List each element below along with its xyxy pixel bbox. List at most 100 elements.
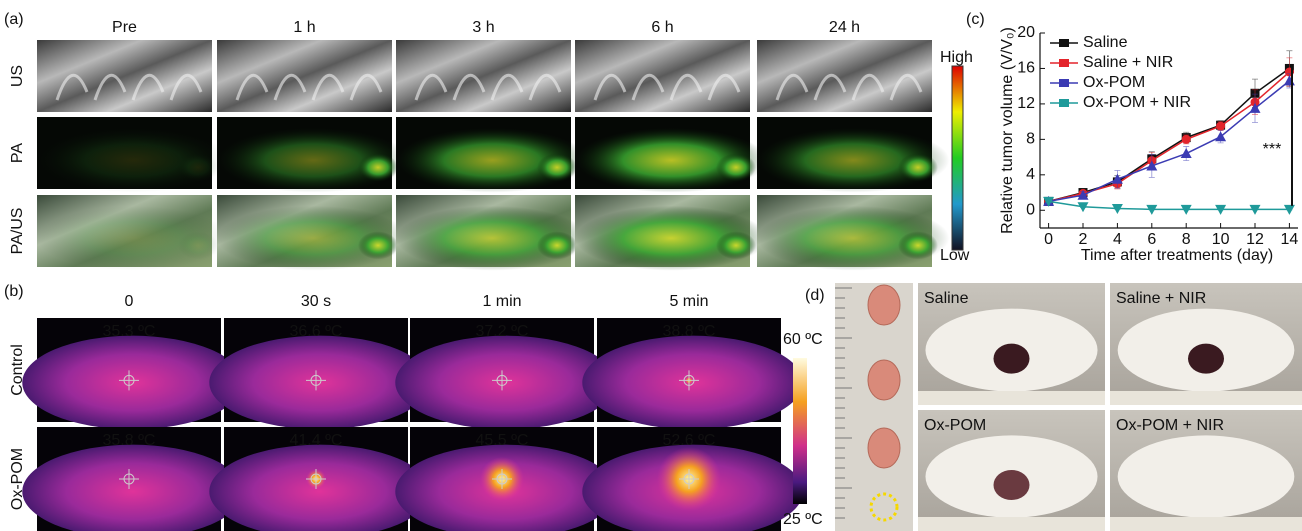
series-line <box>1048 80 1290 203</box>
marker <box>1215 131 1227 142</box>
legend-label: Saline <box>1083 34 1128 51</box>
column-header: 1 h <box>293 19 315 36</box>
marker <box>1249 102 1261 113</box>
pa-signal <box>217 127 410 193</box>
us-texture <box>775 73 809 101</box>
row-label: PA <box>9 143 26 163</box>
panel-label: (b) <box>4 283 24 300</box>
temperature: 52.6 ºC <box>663 432 716 449</box>
thermal-body <box>209 335 431 430</box>
us-texture <box>528 73 562 101</box>
pa-signal <box>716 153 756 182</box>
column-header: 6 h <box>651 19 673 36</box>
x-tick-label: 2 <box>1079 231 1088 248</box>
x-tick-label: 12 <box>1246 231 1264 248</box>
us-texture <box>311 73 345 101</box>
panel-label: (d) <box>805 287 825 304</box>
legend-label: Ox-POM + NIR <box>1083 94 1191 111</box>
x-tick-label: 8 <box>1182 231 1191 248</box>
column-header: 24 h <box>829 19 860 36</box>
marker <box>1146 160 1158 171</box>
marker <box>1146 204 1158 215</box>
colorbar-label: Low <box>940 247 970 264</box>
crosshair <box>492 469 512 489</box>
x-tick-label: 6 <box>1147 231 1156 248</box>
column-header: 30 s <box>301 293 331 310</box>
pa-signal <box>757 205 950 271</box>
column-header: 0 <box>125 293 134 310</box>
pa-signal <box>575 205 768 271</box>
pa-signal <box>396 127 589 193</box>
legend-marker <box>1059 39 1069 47</box>
thermal-body <box>22 335 244 430</box>
pa-signal <box>217 205 410 271</box>
marker <box>1181 134 1191 144</box>
pa-signal <box>898 231 938 260</box>
us-texture <box>273 73 307 101</box>
marker <box>1215 204 1227 215</box>
tumor-site <box>993 470 1030 501</box>
thermal-body <box>395 335 617 430</box>
pa-signal <box>178 153 218 182</box>
temperature: 35.3 ºC <box>103 323 156 340</box>
legend-label: Saline + NIR <box>1083 54 1173 71</box>
crosshair <box>306 469 326 489</box>
marker <box>1283 204 1295 215</box>
pa-signal <box>358 231 398 260</box>
us-texture <box>669 73 703 101</box>
tumor <box>867 427 901 469</box>
temperature: 41.4 ºC <box>290 432 343 449</box>
pa-signal <box>757 127 950 193</box>
series-line <box>1048 67 1290 203</box>
legend-label: Ox-POM <box>1083 74 1145 91</box>
marker <box>1283 75 1295 86</box>
us-texture <box>235 73 269 101</box>
column-header: Pre <box>112 19 137 36</box>
y-axis-label: Relative tumor volume (V/V₀) <box>999 27 1016 234</box>
photo-ruler <box>1110 391 1302 405</box>
colorbar <box>793 358 807 504</box>
crosshair <box>119 370 139 391</box>
tumor-site <box>1188 343 1224 374</box>
us-texture <box>452 73 486 101</box>
x-tick-label: 10 <box>1212 231 1230 248</box>
pa-signal <box>37 127 230 193</box>
photo-ruler <box>1110 517 1302 531</box>
column-header: 3 h <box>472 19 494 36</box>
us-texture <box>490 73 524 101</box>
legend-marker <box>1059 99 1069 107</box>
annotation: *** <box>1263 141 1282 158</box>
empty-marker <box>869 492 899 522</box>
pa-signal <box>37 205 230 271</box>
y-tick-label: 16 <box>1017 60 1035 77</box>
panel-label: (a) <box>4 11 24 28</box>
legend-marker <box>1059 79 1069 87</box>
group-label: Saline + NIR <box>1116 290 1206 307</box>
crosshair <box>679 370 699 391</box>
series-line <box>1048 200 1290 211</box>
us-texture <box>851 73 885 101</box>
us-texture <box>593 73 627 101</box>
colorbar-label: 60 ºC <box>783 331 823 348</box>
crosshair <box>306 370 326 391</box>
us-texture <box>813 73 847 101</box>
marker <box>1180 204 1192 215</box>
temperature: 38.8 ºC <box>663 323 716 340</box>
photo-ruler <box>918 517 1105 531</box>
ruler-photo <box>835 283 913 531</box>
us-texture <box>55 73 89 101</box>
pa-signal <box>898 153 938 182</box>
pa-signal <box>358 153 398 182</box>
us-texture <box>169 73 203 101</box>
temperature: 35.8 ºC <box>103 432 156 449</box>
us-texture <box>414 73 448 101</box>
pa-signal <box>537 153 577 182</box>
row-label: PA/US <box>9 208 26 255</box>
pa-signal <box>575 127 768 193</box>
thermal-body <box>582 335 804 430</box>
y-tick-label: 12 <box>1017 95 1035 112</box>
row-label: Ox-POM <box>9 448 26 510</box>
y-tick-label: 20 <box>1017 24 1035 41</box>
pa-signal <box>537 231 577 260</box>
x-tick-label: 14 <box>1281 231 1299 248</box>
